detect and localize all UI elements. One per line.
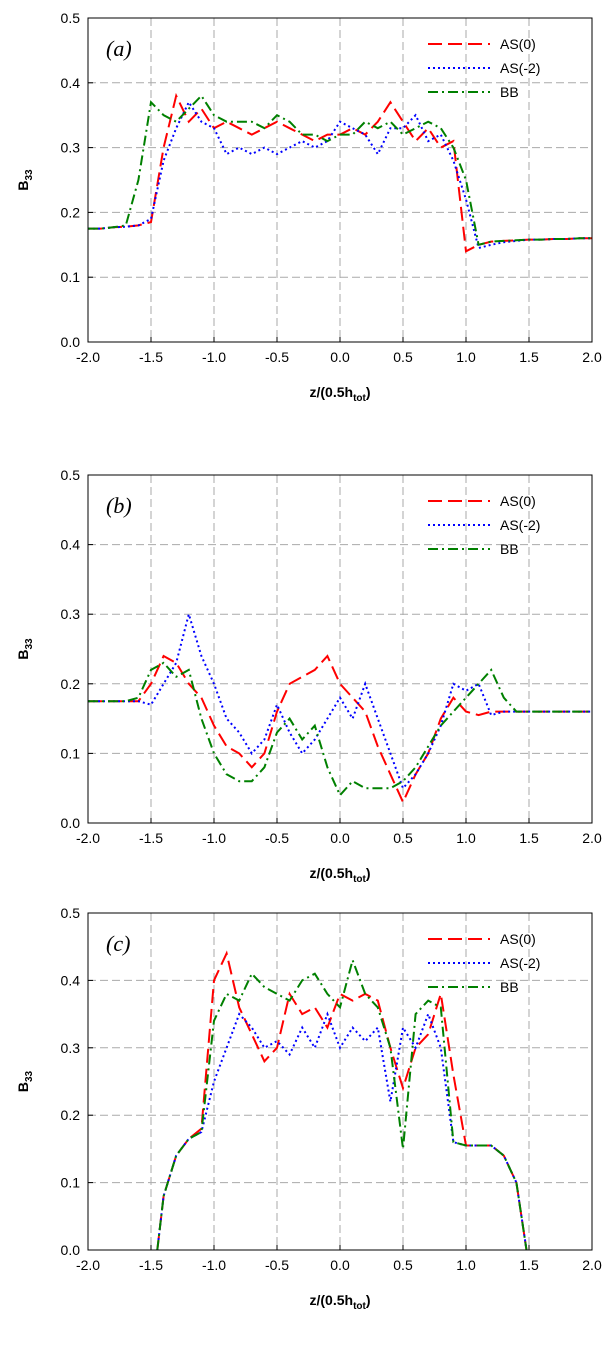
legend-label: AS(0)	[500, 493, 536, 509]
x-tick-label: 1.0	[456, 830, 476, 846]
plot-frame	[87, 17, 593, 343]
x-axis-label: z/(0.5htot)	[309, 384, 370, 404]
x-tick-label: -1.0	[202, 1257, 226, 1273]
y-tick-label: 0.1	[61, 1175, 81, 1191]
y-tick-label: 0.5	[61, 905, 81, 921]
x-axis-label-sub: tot	[353, 1301, 366, 1312]
x-tick-label: -1.5	[139, 349, 163, 365]
data-line	[88, 100, 592, 250]
legend-label: BB	[500, 541, 519, 557]
plot-frame	[87, 474, 593, 824]
x-tick-label: 1.0	[456, 349, 476, 365]
y-axis-label-part: B	[15, 181, 31, 191]
y-tick-label: 0.3	[61, 606, 81, 622]
x-tick-label: 1.5	[519, 1257, 539, 1273]
y-tick-label: 0.5	[61, 10, 81, 26]
plot-frame	[87, 912, 593, 1251]
legend-label: AS(-2)	[500, 60, 540, 76]
x-tick-label: -1.0	[202, 830, 226, 846]
x-tick-label: 0.0	[330, 349, 350, 365]
legend-label: AS(-2)	[500, 955, 540, 971]
y-tick-label: 0.4	[61, 75, 81, 91]
x-axis-label-part: )	[366, 384, 371, 400]
x-tick-label: -1.5	[139, 1257, 163, 1273]
y-tick-label: 0.4	[61, 537, 81, 553]
x-tick-label: 2.0	[582, 830, 602, 846]
x-tick-label: 0.5	[393, 349, 413, 365]
y-tick-label: 0.1	[61, 745, 81, 761]
legend-label: BB	[500, 84, 519, 100]
legend-label: AS(-2)	[500, 517, 540, 533]
x-axis-label-sub: tot	[353, 874, 366, 885]
y-axis-label-part: B	[15, 1082, 31, 1092]
x-tick-label: 0.0	[330, 830, 350, 846]
y-tick-label: 0.1	[61, 269, 81, 285]
y-axis-label-sub: 33	[24, 1070, 35, 1082]
x-axis-label-sub: tot	[353, 393, 366, 404]
x-tick-label: -0.5	[265, 349, 289, 365]
x-tick-label: -2.0	[76, 830, 100, 846]
panel-label: (a)	[106, 36, 132, 61]
y-tick-label: 0.4	[61, 972, 81, 988]
x-axis-label: z/(0.5htot)	[309, 865, 370, 885]
y-axis-label: B33	[15, 1070, 35, 1092]
x-tick-label: 0.0	[330, 1257, 350, 1273]
y-tick-label: 0.2	[61, 204, 81, 220]
x-tick-label: -2.0	[76, 1257, 100, 1273]
y-tick-label: 0.3	[61, 140, 81, 156]
x-axis-label-part: z/(0.5h	[309, 384, 353, 400]
y-tick-label: 0.2	[61, 676, 81, 692]
x-axis-label-part: z/(0.5h	[309, 1292, 353, 1308]
x-tick-label: 0.5	[393, 830, 413, 846]
y-axis-label-sub: 33	[24, 638, 35, 650]
panel-label: (b)	[106, 493, 132, 518]
y-axis-label: B33	[15, 169, 35, 191]
x-tick-label: -2.0	[76, 349, 100, 365]
data-line	[88, 654, 592, 805]
legend-label: BB	[500, 979, 519, 995]
x-axis-label-part: )	[366, 865, 371, 881]
x-axis-label-part: z/(0.5h	[309, 865, 353, 881]
x-tick-label: -0.5	[265, 1257, 289, 1273]
x-tick-label: 0.5	[393, 1257, 413, 1273]
x-tick-label: -0.5	[265, 830, 289, 846]
x-tick-label: -1.5	[139, 830, 163, 846]
x-axis-label-part: )	[366, 1292, 371, 1308]
data-line	[88, 610, 592, 791]
x-axis-label: z/(0.5htot)	[309, 1292, 370, 1312]
y-tick-label: 0.0	[61, 334, 81, 350]
legend-label: AS(0)	[500, 36, 536, 52]
panel-label: (c)	[106, 931, 130, 956]
x-tick-label: 1.0	[456, 1257, 476, 1273]
x-tick-label: 1.5	[519, 349, 539, 365]
y-tick-label: 0.5	[61, 467, 81, 483]
y-tick-label: 0.0	[61, 1242, 81, 1258]
x-tick-label: 2.0	[582, 349, 602, 365]
data-line	[88, 94, 592, 247]
y-tick-label: 0.2	[61, 1107, 81, 1123]
y-tick-label: 0.0	[61, 815, 81, 831]
x-tick-label: 1.5	[519, 830, 539, 846]
data-line	[88, 661, 592, 798]
y-axis-label-sub: 33	[24, 169, 35, 181]
data-line	[156, 956, 528, 1251]
y-axis-label: B33	[15, 638, 35, 660]
x-tick-label: -1.0	[202, 349, 226, 365]
x-tick-label: 2.0	[582, 1257, 602, 1273]
legend-label: AS(0)	[500, 931, 536, 947]
y-tick-label: 0.3	[61, 1040, 81, 1056]
y-axis-label-part: B	[15, 650, 31, 660]
